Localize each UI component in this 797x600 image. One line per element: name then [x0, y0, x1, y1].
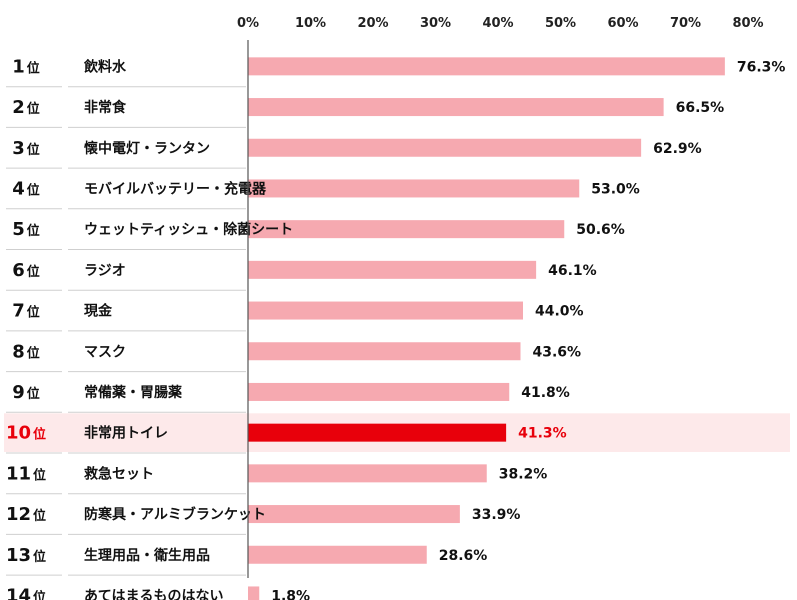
- value-label: 53.0%: [591, 181, 640, 197]
- x-tick-label: 80%: [732, 16, 763, 31]
- x-axis-ticks: 0% 10% 20% 30% 40% 50% 60% 70% 80%: [237, 16, 764, 31]
- x-tick-label: 30%: [420, 16, 451, 31]
- rank-number: 6: [12, 260, 25, 281]
- category-label: 現金: [84, 303, 113, 320]
- category-label: モバイルバッテリー・充電器: [84, 180, 267, 197]
- bar: [248, 57, 725, 76]
- rank-number: 13: [6, 545, 31, 566]
- category-label: 非常食: [84, 99, 127, 116]
- bar: [248, 382, 510, 401]
- category-label: ラジオ: [84, 263, 126, 279]
- rank-label: 14 位: [6, 585, 46, 600]
- row-separators: [6, 86, 246, 576]
- rank-number: 12: [6, 504, 31, 525]
- value-label: 41.3%: [518, 426, 567, 442]
- x-tick-label: 60%: [607, 16, 638, 31]
- x-tick-label: 50%: [545, 16, 576, 31]
- rank-suffix: 位: [27, 264, 40, 280]
- bar: [248, 586, 260, 600]
- value-label: 33.9%: [472, 507, 521, 523]
- bar: [248, 138, 642, 157]
- x-tick-label: 20%: [357, 16, 388, 31]
- value-label: 46.1%: [548, 263, 597, 279]
- x-tick-label: 70%: [670, 16, 701, 31]
- rank-number: 8: [12, 341, 25, 362]
- rank-number: 9: [12, 382, 25, 403]
- rank-suffix: 位: [27, 386, 40, 402]
- x-tick-label: 40%: [482, 16, 513, 31]
- rank-number: 1: [12, 56, 25, 77]
- bar: [248, 464, 487, 483]
- value-label: 28.6%: [439, 548, 488, 564]
- category-label: 懐中電灯・ランタン: [84, 140, 210, 157]
- bar: [248, 98, 664, 117]
- bar: [248, 220, 565, 239]
- rank-label: 13 位: [6, 545, 46, 566]
- value-label: 62.9%: [653, 141, 702, 157]
- value-label: 44.0%: [535, 304, 584, 320]
- x-tick-label: 0%: [237, 16, 259, 31]
- x-tick-label: 10%: [295, 16, 326, 31]
- rank-suffix: 位: [27, 60, 40, 76]
- category-label: マスク: [84, 344, 126, 360]
- bar: [248, 342, 521, 361]
- rank-suffix: 位: [27, 345, 40, 361]
- category-label: ウェットティッシュ・除菌シート: [84, 221, 293, 238]
- category-label: 生理用品・衛生用品: [84, 547, 210, 564]
- rank-label: 11 位: [6, 463, 46, 484]
- row-labels: 1 位飲料水 76.3%2 位非常食 66.5%3 位懐中電灯・ランタン 62.9%4 位モバ…: [6, 56, 785, 600]
- bar: [248, 301, 523, 320]
- rank-suffix: 位: [27, 182, 40, 198]
- rank-number: 11: [6, 463, 31, 484]
- bar: [248, 423, 507, 442]
- rank-number: 2: [12, 97, 25, 118]
- bars: [248, 57, 725, 600]
- rank-number: 10: [6, 423, 31, 444]
- value-label: 43.6%: [533, 344, 582, 360]
- category-label: あてはまるものはない: [84, 588, 223, 600]
- category-label: 常備薬・胃腸薬: [84, 384, 182, 401]
- category-label: 防寒具・アルミブランケット: [84, 506, 266, 523]
- rank-number: 3: [12, 138, 25, 159]
- rank-suffix: 位: [33, 589, 46, 600]
- rank-suffix: 位: [33, 467, 46, 483]
- rank-label: 10 位: [6, 423, 46, 444]
- rank-suffix: 位: [27, 101, 40, 117]
- value-label: 76.3%: [737, 59, 786, 75]
- bar: [248, 545, 427, 564]
- value-label: 38.2%: [499, 466, 548, 482]
- value-label: 1.8%: [271, 588, 310, 600]
- value-label: 50.6%: [576, 222, 625, 238]
- bar: [248, 179, 580, 198]
- bar: [248, 260, 537, 279]
- rank-label: 12 位: [6, 504, 46, 525]
- rank-number: 7: [12, 301, 25, 322]
- rank-number: 5: [12, 219, 25, 240]
- value-label: 41.8%: [521, 385, 570, 401]
- rank-suffix: 位: [33, 508, 46, 524]
- rank-suffix: 位: [27, 305, 40, 321]
- rank-number: 14: [6, 585, 31, 600]
- category-label: 非常用トイレ: [84, 425, 168, 442]
- rank-suffix: 位: [33, 427, 46, 443]
- rank-suffix: 位: [27, 223, 40, 239]
- category-label: 飲料水: [83, 58, 127, 75]
- value-label: 66.5%: [676, 100, 725, 116]
- category-label: 救急セット: [84, 465, 154, 482]
- rank-suffix: 位: [33, 549, 46, 565]
- rank-suffix: 位: [27, 142, 40, 158]
- bar: [248, 505, 460, 524]
- rank-number: 4: [12, 178, 25, 199]
